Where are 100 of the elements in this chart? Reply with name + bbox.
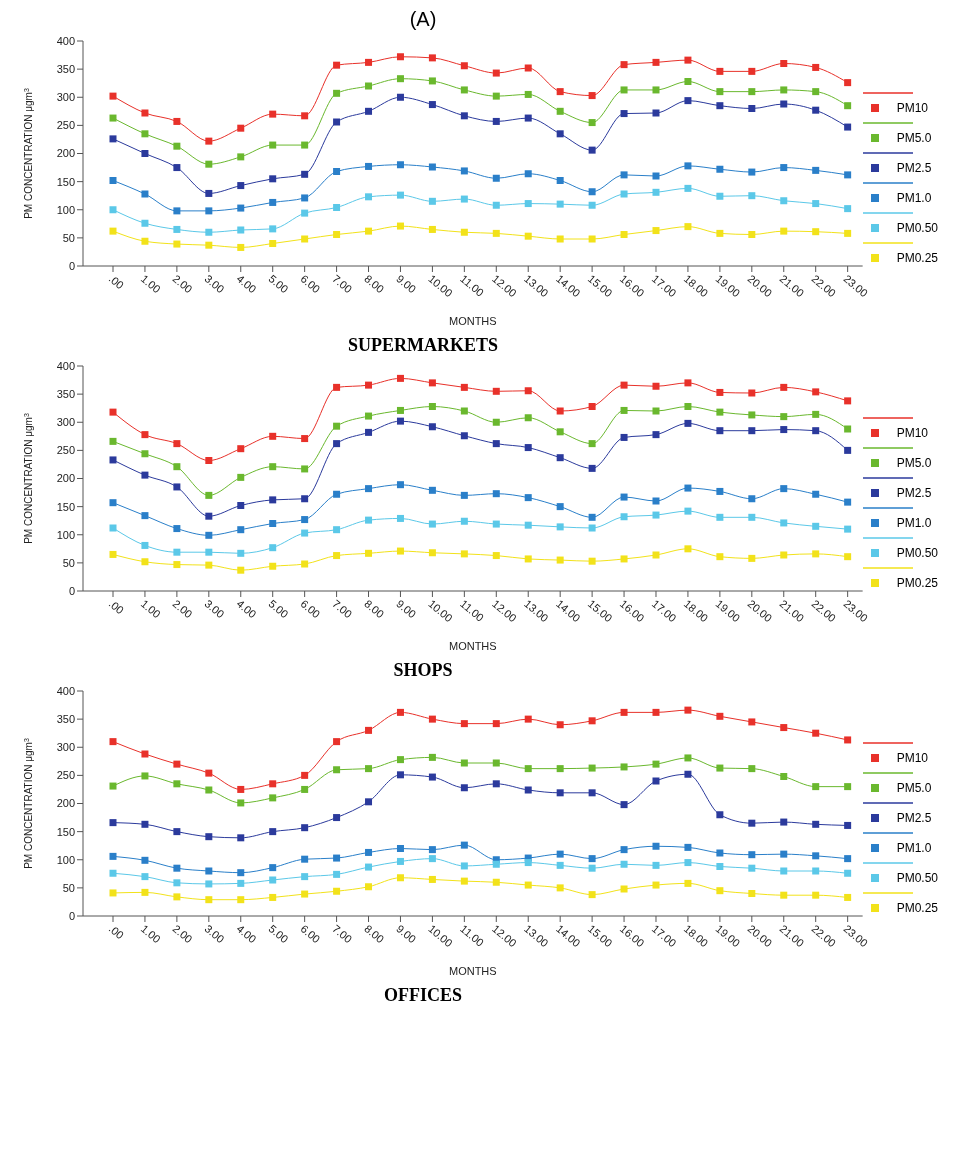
point bbox=[396, 771, 404, 779]
point bbox=[173, 879, 181, 887]
point bbox=[173, 463, 181, 471]
point bbox=[205, 207, 213, 215]
point bbox=[524, 786, 532, 794]
point bbox=[684, 223, 692, 231]
point bbox=[748, 192, 756, 200]
point bbox=[365, 412, 373, 420]
point bbox=[652, 382, 660, 390]
point bbox=[492, 69, 500, 77]
point bbox=[716, 102, 724, 110]
point bbox=[716, 408, 724, 416]
point bbox=[428, 225, 436, 233]
point bbox=[492, 490, 500, 498]
point bbox=[269, 520, 277, 527]
point bbox=[780, 773, 788, 780]
point bbox=[716, 513, 724, 521]
point bbox=[109, 852, 117, 860]
y-tick-label: 200 bbox=[56, 797, 75, 810]
x-tick-label: 8.00 bbox=[362, 922, 387, 946]
point bbox=[844, 855, 852, 863]
point bbox=[524, 765, 532, 773]
point bbox=[812, 729, 820, 737]
point bbox=[620, 86, 628, 94]
point bbox=[333, 814, 341, 822]
point bbox=[716, 863, 724, 870]
x-tick-label: 5.00 bbox=[266, 272, 291, 296]
point bbox=[620, 433, 628, 441]
point bbox=[333, 204, 341, 211]
point bbox=[333, 422, 341, 430]
point bbox=[492, 520, 500, 528]
point bbox=[109, 889, 117, 897]
point bbox=[141, 431, 149, 439]
point bbox=[301, 890, 309, 898]
point bbox=[620, 513, 628, 521]
point bbox=[652, 188, 660, 196]
legend-label: PM5.0 bbox=[896, 781, 932, 795]
point bbox=[556, 130, 564, 138]
point bbox=[460, 62, 468, 70]
point bbox=[492, 440, 500, 448]
point bbox=[556, 789, 564, 797]
point bbox=[684, 78, 692, 85]
point bbox=[716, 849, 724, 857]
point bbox=[173, 440, 181, 448]
point bbox=[460, 784, 468, 792]
point bbox=[237, 153, 245, 161]
point bbox=[460, 720, 468, 728]
x-tick-label: 6.00 bbox=[298, 272, 323, 296]
y-tick-label: 400 bbox=[56, 684, 75, 697]
point bbox=[812, 410, 820, 418]
point bbox=[620, 555, 628, 563]
point bbox=[492, 117, 500, 125]
point bbox=[844, 229, 852, 237]
point bbox=[301, 560, 309, 568]
point bbox=[173, 225, 181, 233]
point bbox=[524, 494, 532, 502]
point bbox=[109, 499, 117, 507]
point bbox=[620, 171, 628, 179]
point bbox=[428, 753, 436, 761]
point bbox=[109, 437, 117, 445]
point bbox=[684, 879, 692, 887]
point bbox=[588, 891, 596, 899]
point bbox=[780, 891, 788, 899]
point bbox=[812, 490, 820, 498]
point bbox=[716, 165, 724, 173]
point bbox=[333, 490, 341, 498]
legend-label: PM5.0 bbox=[896, 131, 932, 145]
point bbox=[205, 867, 213, 875]
point bbox=[588, 557, 596, 565]
x-tick-label: 4.00 bbox=[234, 597, 259, 621]
point bbox=[460, 759, 468, 767]
y-tick-label: 400 bbox=[56, 34, 75, 47]
point bbox=[396, 53, 404, 61]
x-tick-label: 2.00 bbox=[170, 597, 195, 621]
point bbox=[301, 141, 309, 149]
x-tick-label: 8.00 bbox=[362, 597, 387, 621]
point bbox=[109, 738, 117, 746]
point bbox=[748, 389, 756, 397]
point bbox=[396, 874, 404, 882]
point bbox=[780, 426, 788, 434]
point bbox=[428, 77, 436, 85]
point bbox=[620, 763, 628, 771]
legend-label: PM2.5 bbox=[896, 811, 932, 825]
point bbox=[684, 379, 692, 387]
point bbox=[748, 231, 756, 238]
point bbox=[812, 106, 820, 114]
point bbox=[333, 854, 341, 862]
y-tick-label: 0 bbox=[68, 584, 75, 597]
point bbox=[237, 799, 245, 807]
point bbox=[269, 240, 277, 247]
point bbox=[684, 706, 692, 714]
point bbox=[652, 511, 660, 519]
point bbox=[556, 861, 564, 869]
point bbox=[428, 520, 436, 528]
point bbox=[748, 168, 756, 176]
point bbox=[524, 387, 532, 395]
point bbox=[109, 206, 117, 214]
point bbox=[428, 715, 436, 723]
point bbox=[716, 229, 724, 237]
point bbox=[620, 801, 628, 809]
